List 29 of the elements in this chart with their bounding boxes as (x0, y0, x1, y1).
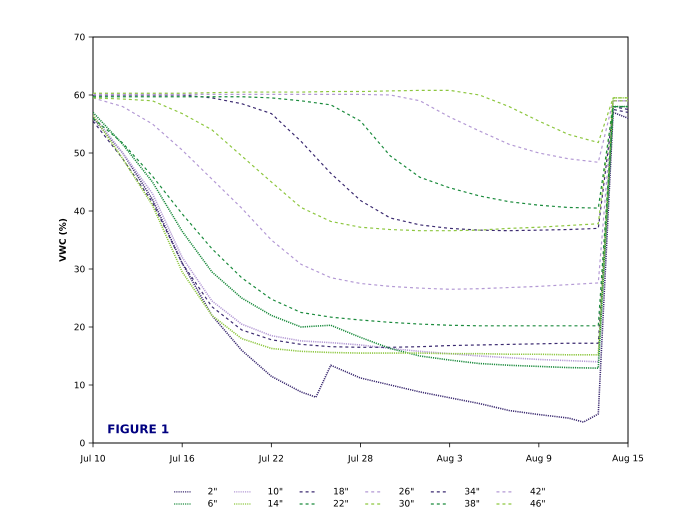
y-tick-label: 50 (74, 150, 85, 156)
y-tick-label: 10 (74, 382, 85, 388)
legend-label: 6" (208, 500, 217, 507)
x-tick-label: Aug 3 (436, 454, 462, 464)
y-tick-label: 70 (74, 34, 85, 40)
legend-label: 30" (399, 500, 414, 507)
legend-label: 22" (334, 500, 348, 507)
x-tick-label: Jul 16 (169, 454, 194, 464)
y-tick-label: 30 (74, 266, 85, 272)
annotation: FIGURE 1 (108, 424, 168, 434)
legend-label: 34" (465, 488, 480, 495)
legend-label: 2" (208, 488, 217, 494)
y-tick-label: 40 (74, 208, 85, 214)
x-tick-label: Jul 10 (80, 454, 105, 464)
legend-label: 26" (399, 488, 414, 495)
legend-label: 18" (334, 488, 348, 495)
x-tick-label: Jul 28 (348, 454, 372, 464)
y-axis-title: VWC (%) (58, 218, 67, 262)
x-tick-label: Aug 9 (526, 454, 552, 464)
legend-label: 38" (465, 500, 480, 507)
legend-label: 46" (530, 500, 545, 507)
legend-label: 42" (530, 488, 545, 494)
x-tick-label: Jul 22 (258, 454, 283, 464)
y-tick-label: 20 (74, 324, 85, 330)
x-tick-label: Aug 15 (612, 454, 644, 464)
legend-label: 10" (268, 488, 282, 495)
y-tick-label: 60 (74, 92, 85, 98)
y-tick-label: 0 (80, 440, 85, 446)
legend-label: 14" (268, 500, 282, 506)
